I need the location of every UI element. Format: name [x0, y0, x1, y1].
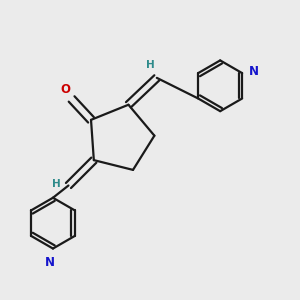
Text: H: H	[146, 60, 155, 70]
Text: N: N	[45, 256, 55, 269]
Text: H: H	[52, 179, 61, 189]
Text: N: N	[249, 65, 259, 78]
Text: O: O	[60, 83, 70, 96]
